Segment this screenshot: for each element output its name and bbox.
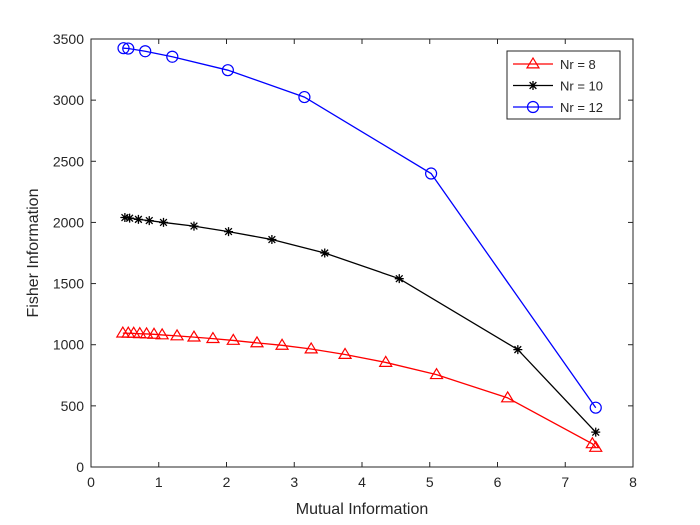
series-2 <box>120 213 601 437</box>
y-tick-label: 2500 <box>53 153 84 169</box>
y-tick-label: 0 <box>76 459 84 475</box>
data-point <box>337 347 353 359</box>
x-tick-label: 4 <box>358 474 366 490</box>
y-tick-label: 1500 <box>53 276 84 292</box>
data-point <box>267 235 277 245</box>
data-point <box>500 390 515 403</box>
x-axis-label: Mutual Information <box>296 501 429 518</box>
legend-label: Nr = 8 <box>560 57 596 72</box>
legend-marker <box>525 56 541 69</box>
data-point <box>132 326 147 339</box>
x-tick-label: 2 <box>223 474 231 490</box>
data-point <box>139 326 154 339</box>
y-tick-label: 1000 <box>53 337 84 353</box>
data-point <box>591 427 601 437</box>
data-point <box>588 440 603 452</box>
legend: Nr = 8 Nr = 10 Nr = 12 <box>506 50 621 120</box>
x-tick-label: 0 <box>87 474 95 490</box>
data-point <box>249 335 265 348</box>
y-axis-label: Fisher Information <box>25 189 42 318</box>
data-point <box>169 328 185 341</box>
x-tick-label: 5 <box>426 474 434 490</box>
x-tick-label: 7 <box>561 474 569 490</box>
series-layer <box>115 42 603 452</box>
data-point <box>133 214 143 224</box>
data-point <box>298 90 311 104</box>
y-tick-label: 3000 <box>53 92 84 108</box>
data-point <box>304 341 319 354</box>
data-point <box>589 401 602 414</box>
data-point <box>320 248 330 258</box>
legend-marker <box>528 81 538 90</box>
legend-label: Nr = 12 <box>560 100 603 115</box>
data-point <box>166 50 179 63</box>
data-point <box>125 213 135 223</box>
axis-ticks: 0 1 2 3 4 5 6 7 8 0 500 1000 1500 2000 2500 3000 3500 <box>53 31 637 490</box>
data-point <box>425 167 438 180</box>
data-point <box>189 221 199 231</box>
series-1 <box>115 325 603 452</box>
series-line <box>122 332 597 448</box>
series-line <box>123 47 597 409</box>
data-point <box>394 274 404 284</box>
data-point <box>155 327 170 340</box>
data-point <box>120 213 130 223</box>
y-tick-label: 500 <box>61 398 85 414</box>
data-point <box>274 338 290 350</box>
x-tick-label: 1 <box>155 474 163 490</box>
data-point <box>205 331 221 344</box>
data-point <box>146 327 162 339</box>
series-3 <box>117 42 602 414</box>
x-tick-label: 6 <box>494 474 502 490</box>
data-point <box>144 216 154 226</box>
data-point <box>122 42 135 55</box>
data-point <box>186 329 202 342</box>
x-tick-label: 8 <box>629 474 637 490</box>
x-tick-label: 3 <box>290 474 298 490</box>
legend-marker <box>526 100 540 114</box>
data-point <box>158 217 168 227</box>
y-tick-label: 3500 <box>53 31 84 47</box>
y-tick-label: 2000 <box>53 214 84 230</box>
data-point <box>378 355 393 367</box>
data-point <box>221 64 234 77</box>
legend-label: Nr = 10 <box>560 79 603 94</box>
data-point <box>117 42 130 55</box>
data-point <box>139 45 152 58</box>
data-point <box>226 333 241 345</box>
data-point <box>429 367 444 380</box>
data-point <box>224 227 234 237</box>
data-point <box>513 345 523 355</box>
